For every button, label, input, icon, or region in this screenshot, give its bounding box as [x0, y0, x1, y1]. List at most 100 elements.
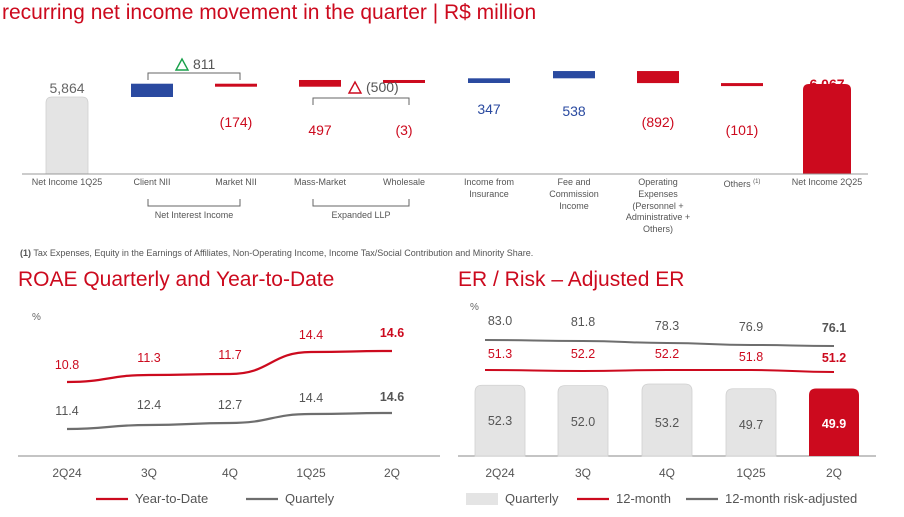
er-12-month-data-label: 52.2	[654, 347, 680, 361]
waterfall-value-label: (892)	[641, 114, 675, 130]
group-delta-bracket	[312, 97, 410, 105]
er-quarterly-bar	[474, 384, 526, 457]
category-line: Net Income 2Q25	[791, 177, 863, 187]
er-legend-label-quarterly: Quarterly	[505, 491, 559, 506]
er-x-tick-label: 4Q	[658, 466, 676, 480]
er-legend-swatch-quarterly	[466, 493, 498, 505]
roae-legend-label-quarterly: Quartely	[285, 491, 335, 506]
category-line: Others)	[642, 224, 673, 235]
waterfall-bar-total	[45, 96, 89, 175]
er-12-month-data-label: 51.8	[738, 350, 764, 364]
waterfall-category-label: Net Income 2Q25	[792, 177, 863, 189]
group-label: Net Interest Income	[154, 210, 234, 220]
er-risk-adjusted-data-label: 76.9	[738, 320, 764, 334]
waterfall-bar-total	[803, 83, 851, 174]
footnote-marker: (1)	[20, 248, 31, 258]
waterfall-bar-delta	[131, 83, 173, 97]
er-12-month-data-label: 51.2	[821, 351, 847, 365]
group-delta-value: (500)	[366, 79, 399, 95]
roae-series-line-ytd	[66, 349, 393, 384]
waterfall-category-label: Income from Insurance	[464, 177, 514, 201]
waterfall-svg	[22, 57, 868, 207]
waterfall-bar-delta	[721, 83, 763, 87]
er-risk-adjusted-data-label: 83.0	[487, 314, 513, 328]
waterfall-bar-delta	[468, 78, 510, 83]
waterfall-value-label: 347	[477, 101, 501, 117]
category-line: Operating	[638, 177, 678, 187]
group-label-bracket	[147, 199, 241, 207]
waterfall-category-label: Market NII	[215, 177, 257, 189]
category-line: Expenses	[638, 188, 678, 199]
group-delta-value: 811	[193, 56, 216, 72]
waterfall-category-label: Fee and Commission Income	[549, 177, 599, 212]
waterfall-category-label: Client NII	[133, 177, 170, 189]
category-line: Fee and	[557, 177, 591, 187]
waterfall-bar-delta	[637, 71, 679, 84]
roae-series-line-quarterly	[66, 411, 393, 431]
er-bar-value-label: 49.7	[738, 417, 764, 432]
waterfall-value-label: (174)	[219, 114, 253, 130]
roae-ytd-data-label: 14.6	[379, 326, 405, 340]
roae-x-tick-label: 2Q	[383, 466, 401, 480]
roae-unit-label: %	[32, 312, 41, 323]
footnote: (1) Tax Expenses, Equity in the Earnings…	[20, 248, 533, 258]
er-risk-adjusted-data-label: 76.1	[821, 321, 847, 335]
er-bar-value-label: 49.9	[821, 417, 847, 432]
category-line: Administrative +	[625, 212, 691, 223]
er-risk-adjusted-data-label: 81.8	[570, 315, 596, 329]
category-line: Client NII	[133, 177, 171, 187]
waterfall-value-label: 6,067	[809, 76, 845, 92]
category-line: (Personnel +	[632, 200, 684, 211]
er-quarterly-bar	[557, 385, 609, 457]
roae-ytd-data-label: 11.3	[137, 351, 161, 365]
roae-ytd-data-label: 11.7	[218, 348, 242, 362]
waterfall-value-label: (101)	[725, 122, 759, 138]
waterfall-category-label: Others (1)	[724, 177, 761, 191]
er-12-month-data-label: 51.3	[487, 347, 513, 361]
category-superscript: (1)	[753, 179, 761, 185]
waterfall-bar-delta	[215, 83, 257, 87]
waterfall-value-label: (3)	[395, 122, 413, 138]
er-bar-value-label: 53.2	[654, 416, 680, 430]
roae-ytd-data-label: 10.8	[54, 358, 80, 372]
er-quarterly-bar	[641, 383, 693, 457]
er-bar-value-label: 52.3	[487, 414, 513, 429]
er-risk-adjusted-data-label: 78.3	[654, 319, 680, 333]
category-line: Income from	[463, 177, 515, 187]
waterfall-value-label: 538	[562, 103, 586, 119]
roae-ytd-data-label: 14.4	[298, 328, 324, 342]
roae-title: ROAE Quarterly and Year-to-Date	[18, 268, 335, 291]
category-line-text: Others	[723, 179, 751, 189]
waterfall-value-label: 985	[140, 83, 164, 99]
group-label: Expanded LLP	[331, 210, 391, 220]
er-12-month-data-label: 52.2	[570, 347, 596, 361]
roae-x-tick-label: 3Q	[140, 466, 158, 480]
waterfall-value-label: 497	[308, 122, 332, 138]
roae-quarterly-data-label: 14.6	[379, 390, 405, 404]
roae-x-tick-label: 2Q24	[52, 466, 82, 480]
er-legend-label-risk-adjusted: 12-month risk-adjusted	[725, 491, 858, 506]
er-title: ER / Risk – Adjusted ER	[458, 268, 685, 291]
roae-quarterly-data-label: 14.4	[298, 391, 324, 405]
er-quarterly-bar	[809, 388, 859, 456]
er-x-tick-label: 2Q24	[485, 466, 515, 480]
delta-triangle-icon	[174, 57, 190, 71]
group-delta-bracket	[147, 72, 241, 80]
roae-quarterly-data-label: 12.7	[217, 398, 243, 412]
category-line: Net Income 1Q25	[31, 177, 103, 187]
roae-quarterly-data-label: 12.4	[136, 398, 162, 412]
roae-legend-label-ytd: Year-to-Date	[135, 491, 209, 506]
er-bar-value-label: 52.0	[570, 414, 596, 429]
category-line: Mass-Market	[293, 177, 347, 187]
waterfall-bar-delta	[299, 79, 341, 87]
roae-quarterly-data-label: 11.4	[55, 404, 79, 418]
category-line: Others (1)	[724, 177, 761, 191]
waterfall-bar-delta	[553, 71, 595, 79]
er-legend-label-12-month: 12-month	[616, 491, 671, 506]
category-line: Wholesale	[382, 177, 426, 187]
er-x-tick-label: 3Q	[574, 466, 592, 480]
